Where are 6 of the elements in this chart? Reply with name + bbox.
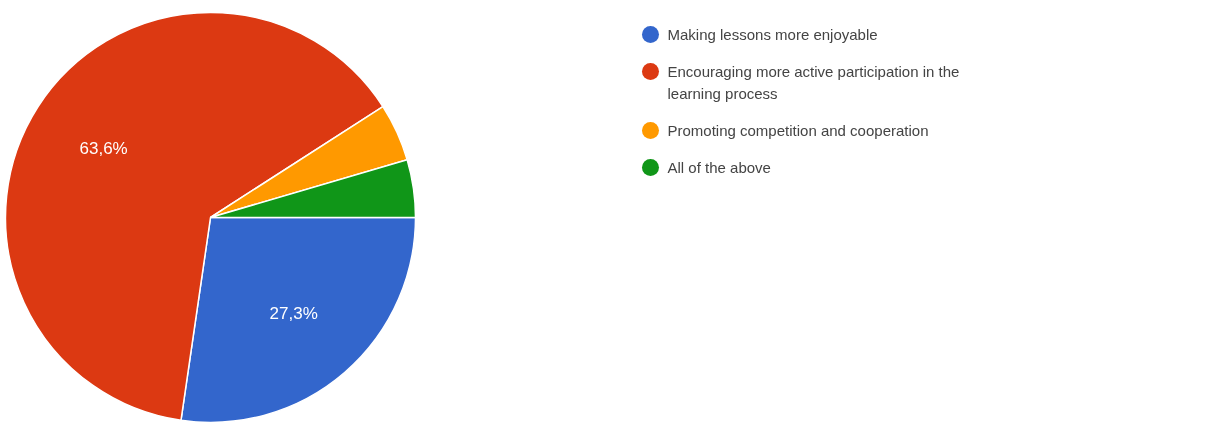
legend-label: Promoting competition and cooperation [667, 122, 929, 139]
data-label: 63,6% [79, 139, 128, 159]
legend-label: All of the above [667, 159, 771, 176]
data-label: 27,3% [269, 304, 318, 324]
legend-label: Making lessons more enjoyable [667, 26, 878, 43]
legend-label: Encouraging more active participation in the learning process [667, 63, 960, 102]
